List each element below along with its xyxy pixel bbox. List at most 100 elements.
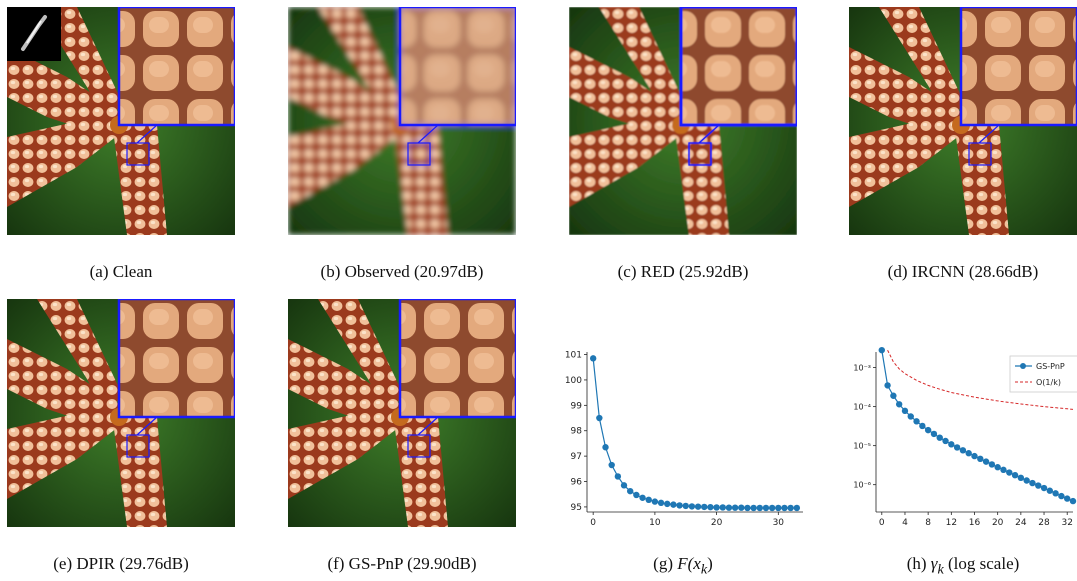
data-point <box>1064 495 1071 502</box>
caption-h-sub: k <box>937 561 944 578</box>
starfish-image <box>288 7 516 235</box>
caption-a: (a) Clean <box>89 262 153 281</box>
y-tick-label: 10⁻⁴ <box>853 403 871 412</box>
data-point <box>942 437 949 445</box>
caption-h-suffix: (log scale) <box>943 554 1020 573</box>
caption-e: (e) DPIR (29.76dB) <box>53 554 189 573</box>
x-tick-label: 32 <box>1061 518 1072 528</box>
x-tick-label: 8 <box>925 518 931 528</box>
data-point <box>756 504 763 512</box>
data-point <box>1011 471 1019 479</box>
data-point <box>895 401 903 408</box>
data-point <box>682 502 689 510</box>
data-point <box>589 355 597 362</box>
data-point <box>645 496 652 504</box>
data-point <box>1040 484 1048 492</box>
y-tick-label: 98 <box>571 427 583 437</box>
legend-marker <box>1020 363 1026 369</box>
data-point <box>907 413 914 420</box>
data-point <box>750 504 757 512</box>
x-tick-label: 16 <box>969 518 981 528</box>
data-point <box>1058 492 1065 500</box>
data-point <box>913 418 920 425</box>
data-point <box>719 504 726 511</box>
x-tick-label: 0 <box>879 518 885 528</box>
x-tick-label: 24 <box>1015 518 1027 528</box>
y-tick-label: 10⁻⁵ <box>853 442 871 451</box>
data-point <box>701 503 708 511</box>
y-tick-label: 95 <box>571 503 582 513</box>
data-point <box>744 504 751 512</box>
data-point <box>1017 474 1025 482</box>
data-point <box>994 464 1001 471</box>
starfish-image <box>569 7 797 235</box>
caption-g: (g) F(xk) <box>553 554 813 578</box>
data-point <box>971 452 978 460</box>
data-point <box>901 407 909 415</box>
data-point <box>651 498 659 505</box>
legend-label: O(1/k) <box>1036 378 1061 387</box>
legend-label: GS-PnP <box>1036 362 1065 371</box>
x-tick-label: 20 <box>711 518 723 528</box>
x-tick-label: 10 <box>649 518 661 528</box>
data-point <box>787 504 794 512</box>
data-point <box>614 473 622 480</box>
data-point <box>639 494 646 501</box>
data-point <box>965 450 972 457</box>
x-tick-label: 28 <box>1038 518 1050 528</box>
data-point <box>1069 497 1077 505</box>
x-tick-label: 0 <box>590 518 596 528</box>
data-point <box>688 503 696 510</box>
data-point <box>762 504 770 512</box>
data-point <box>948 441 955 448</box>
data-point <box>676 502 683 509</box>
data-point <box>694 503 702 510</box>
data-point <box>884 382 891 389</box>
image-clean <box>7 7 235 235</box>
data-point <box>670 501 677 508</box>
caption-g-sub: k <box>700 561 708 578</box>
x-tick-label: 12 <box>946 518 957 528</box>
starfish-image <box>288 299 516 527</box>
data-point <box>919 422 926 430</box>
data-point <box>707 503 714 511</box>
y-tick-label: 97 <box>571 452 582 462</box>
data-point <box>936 434 943 441</box>
data-point <box>977 455 984 463</box>
image-dpir <box>7 299 235 527</box>
data-point <box>1029 479 1036 487</box>
legend-box <box>1009 355 1077 393</box>
data-point <box>953 444 961 451</box>
y-tick-label: 96 <box>571 478 583 488</box>
data-point <box>713 504 720 511</box>
data-point <box>878 346 885 354</box>
x-tick-label: 20 <box>992 518 1004 528</box>
data-point <box>781 504 788 512</box>
data-point <box>1046 487 1054 494</box>
data-point <box>959 447 967 454</box>
data-point <box>657 499 665 507</box>
x-tick-label: 30 <box>773 518 785 528</box>
caption-h-math: γ <box>930 554 938 573</box>
blur-kernel-inset <box>7 7 61 61</box>
y-tick-label: 10⁻⁶ <box>853 481 871 490</box>
data-point <box>602 444 609 451</box>
data-point <box>930 430 938 438</box>
image-ircnn <box>849 7 1077 235</box>
caption-g-close: ) <box>707 554 713 573</box>
y-tick-label: 10⁻³ <box>853 364 871 373</box>
caption-d: (d) IRCNN (28.66dB) <box>887 262 1039 281</box>
data-point <box>627 487 634 495</box>
data-point <box>1035 482 1042 489</box>
plot-gamma-log: 10⁻³ 10⁻⁴ 10⁻⁵ 10⁻⁶ 0 4 8 12 16 20 24 28 32 GS-PnP O(1… <box>853 346 1077 528</box>
data-point <box>988 461 996 468</box>
data-point <box>768 504 776 512</box>
y-tick-label: 99 <box>571 401 583 411</box>
starfish-image <box>7 299 235 527</box>
caption-g-math: F(x <box>677 554 701 573</box>
data-point <box>725 504 733 511</box>
data-point <box>793 504 801 512</box>
data-point <box>924 426 932 434</box>
caption-f: (f) GS-PnP (29.90dB) <box>327 554 477 573</box>
